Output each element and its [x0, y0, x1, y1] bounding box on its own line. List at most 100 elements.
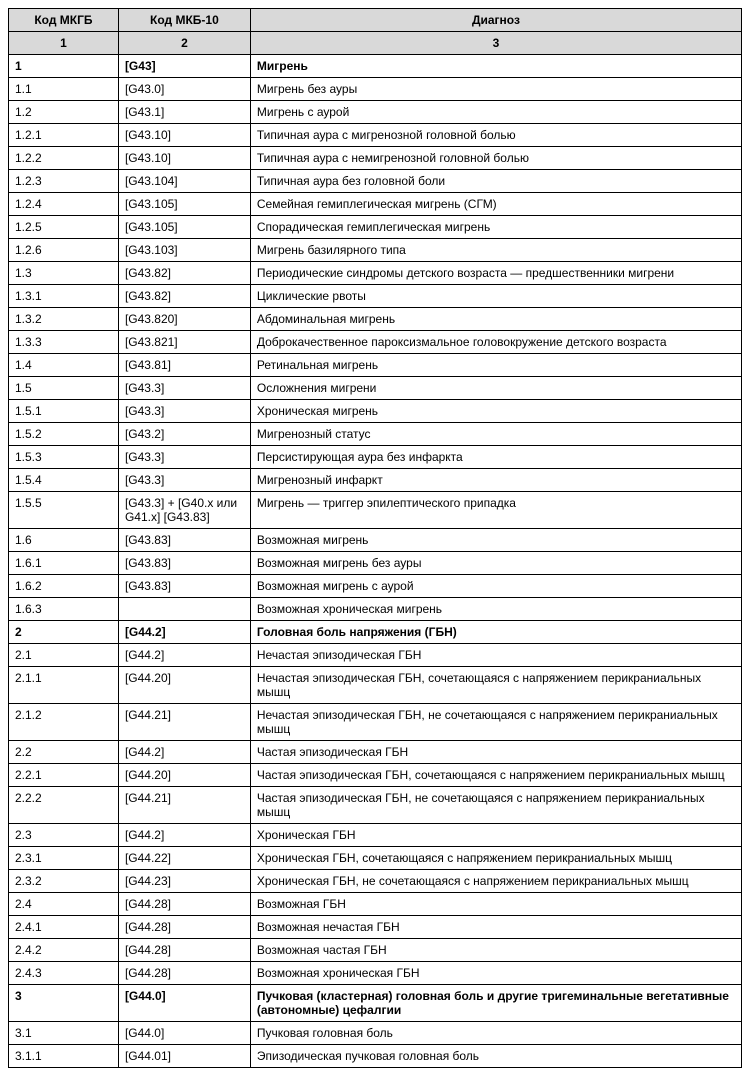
cell-mkb10: [G43.3] [118, 469, 250, 492]
cell-mkb10: [G44.28] [118, 962, 250, 985]
cell-diagnosis: Возможная частая ГБН [250, 939, 741, 962]
cell-mkb10: [G43.820] [118, 308, 250, 331]
cell-mkb10: [G43] [118, 55, 250, 78]
cell-mkgb: 1.5.2 [9, 423, 119, 446]
cell-mkgb: 1.2.3 [9, 170, 119, 193]
cell-mkgb: 1.2.5 [9, 216, 119, 239]
cell-mkgb: 1.5 [9, 377, 119, 400]
table-row: 1.3.3[G43.821]Доброкачественное пароксиз… [9, 331, 742, 354]
cell-mkgb: 3 [9, 985, 119, 1022]
table-row: 1.2.2[G43.10]Типичная аура с немигренозн… [9, 147, 742, 170]
table-row: 2.3[G44.2]Хроническая ГБН [9, 824, 742, 847]
table-row: 2.3.1[G44.22]Хроническая ГБН, сочетающая… [9, 847, 742, 870]
cell-diagnosis: Циклические рвоты [250, 285, 741, 308]
cell-diagnosis: Головная боль напряжения (ГБН) [250, 621, 741, 644]
cell-diagnosis: Пучковая (кластерная) головная боль и др… [250, 985, 741, 1022]
cell-mkgb: 1.1 [9, 78, 119, 101]
cell-mkb10: [G44.01] [118, 1045, 250, 1068]
cell-diagnosis: Нечастая эпизодическая ГБН, не сочетающа… [250, 704, 741, 741]
cell-mkb10: [G43.3] [118, 377, 250, 400]
cell-diagnosis: Мигрень базилярного типа [250, 239, 741, 262]
cell-diagnosis: Возможная мигрень [250, 529, 741, 552]
cell-mkb10: [G43.83] [118, 575, 250, 598]
cell-mkgb: 1 [9, 55, 119, 78]
cell-mkb10: [G44.28] [118, 939, 250, 962]
cell-mkb10: [G44.20] [118, 764, 250, 787]
cell-diagnosis: Нечастая эпизодическая ГБН [250, 644, 741, 667]
cell-mkb10: [G44.2] [118, 644, 250, 667]
table-row: 1.6[G43.83]Возможная мигрень [9, 529, 742, 552]
cell-mkgb: 1.3 [9, 262, 119, 285]
cell-mkgb: 1.6.1 [9, 552, 119, 575]
cell-mkgb: 1.2 [9, 101, 119, 124]
cell-mkgb: 1.6 [9, 529, 119, 552]
col-header-mkgb: Код МКГБ [9, 9, 119, 32]
cell-mkb10: [G43.2] [118, 423, 250, 446]
cell-mkb10: [G44.22] [118, 847, 250, 870]
table-row: 2.4.3[G44.28]Возможная хроническая ГБН [9, 962, 742, 985]
table-row: 2.1[G44.2]Нечастая эпизодическая ГБН [9, 644, 742, 667]
table-row: 3.1[G44.0]Пучковая головная боль [9, 1022, 742, 1045]
table-row: 3[G44.0]Пучковая (кластерная) головная б… [9, 985, 742, 1022]
cell-mkb10: [G44.28] [118, 916, 250, 939]
cell-diagnosis: Мигренозный статус [250, 423, 741, 446]
cell-diagnosis: Возможная хроническая мигрень [250, 598, 741, 621]
table-row: 2.4.1[G44.28]Возможная нечастая ГБН [9, 916, 742, 939]
cell-mkgb: 2.4.1 [9, 916, 119, 939]
cell-mkgb: 2.1.2 [9, 704, 119, 741]
cell-mkgb: 3.1.1 [9, 1045, 119, 1068]
cell-diagnosis: Возможная хроническая ГБН [250, 962, 741, 985]
cell-mkgb: 1.4 [9, 354, 119, 377]
table-header-row: Код МКГБ Код МКБ-10 Диагноз [9, 9, 742, 32]
cell-mkgb: 2 [9, 621, 119, 644]
table-row: 1.5.1[G43.3]Хроническая мигрень [9, 400, 742, 423]
table-row: 2.4.2[G44.28]Возможная частая ГБН [9, 939, 742, 962]
cell-diagnosis: Возможная мигрень без ауры [250, 552, 741, 575]
cell-mkgb: 1.5.4 [9, 469, 119, 492]
table-row: 2.2.1[G44.20]Частая эпизодическая ГБН, с… [9, 764, 742, 787]
table-row: 1.2[G43.1]Мигрень с аурой [9, 101, 742, 124]
cell-diagnosis: Пучковая головная боль [250, 1022, 741, 1045]
cell-diagnosis: Хроническая ГБН [250, 824, 741, 847]
table-row: 1.5.2[G43.2]Мигренозный статус [9, 423, 742, 446]
cell-mkb10: [G44.23] [118, 870, 250, 893]
subheader-2: 2 [118, 32, 250, 55]
cell-diagnosis: Спорадическая гемиплегическая мигрень [250, 216, 741, 239]
cell-diagnosis: Осложнения мигрени [250, 377, 741, 400]
cell-mkgb: 1.2.2 [9, 147, 119, 170]
table-row: 2.2[G44.2]Частая эпизодическая ГБН [9, 741, 742, 764]
cell-mkb10: [G43.83] [118, 529, 250, 552]
cell-diagnosis: Типичная аура с немигренозной головной б… [250, 147, 741, 170]
col-header-diagnosis: Диагноз [250, 9, 741, 32]
cell-mkb10: [G43.10] [118, 147, 250, 170]
cell-diagnosis: Хроническая ГБН, не сочетающаяся с напря… [250, 870, 741, 893]
cell-diagnosis: Частая эпизодическая ГБН [250, 741, 741, 764]
cell-diagnosis: Ретинальная мигрень [250, 354, 741, 377]
cell-mkgb: 1.5.5 [9, 492, 119, 529]
table-row: 1.2.6[G43.103]Мигрень базилярного типа [9, 239, 742, 262]
cell-mkgb: 2.3.2 [9, 870, 119, 893]
cell-diagnosis: Эпизодическая пучковая головная боль [250, 1045, 741, 1068]
cell-mkb10 [118, 598, 250, 621]
cell-diagnosis: Хроническая ГБН, сочетающаяся с напряжен… [250, 847, 741, 870]
cell-diagnosis: Нечастая эпизодическая ГБН, сочетающаяся… [250, 667, 741, 704]
cell-mkgb: 2.2 [9, 741, 119, 764]
cell-mkgb: 2.1 [9, 644, 119, 667]
table-row: 1.6.2[G43.83]Возможная мигрень с аурой [9, 575, 742, 598]
table-row: 1.1[G43.0]Мигрень без ауры [9, 78, 742, 101]
table-row: 1.3[G43.82]Периодические синдромы детско… [9, 262, 742, 285]
table-row: 1.4[G43.81]Ретинальная мигрень [9, 354, 742, 377]
table-row: 1.5.3[G43.3]Персистирующая аура без инфа… [9, 446, 742, 469]
cell-mkb10: [G43.82] [118, 285, 250, 308]
cell-mkb10: [G43.81] [118, 354, 250, 377]
cell-diagnosis: Возможная ГБН [250, 893, 741, 916]
cell-mkb10: [G44.2] [118, 621, 250, 644]
table-row: 2.2.2[G44.21]Частая эпизодическая ГБН, н… [9, 787, 742, 824]
table-row: 2.1.2[G44.21]Нечастая эпизодическая ГБН,… [9, 704, 742, 741]
table-row: 1.6.3Возможная хроническая мигрень [9, 598, 742, 621]
cell-mkb10: [G44.0] [118, 1022, 250, 1045]
table-row: 1.2.1[G43.10]Типичная аура с мигренозной… [9, 124, 742, 147]
table-row: 1.2.4[G43.105]Семейная гемиплегическая м… [9, 193, 742, 216]
cell-diagnosis: Типичная аура без головной боли [250, 170, 741, 193]
cell-diagnosis: Типичная аура с мигренозной головной бол… [250, 124, 741, 147]
